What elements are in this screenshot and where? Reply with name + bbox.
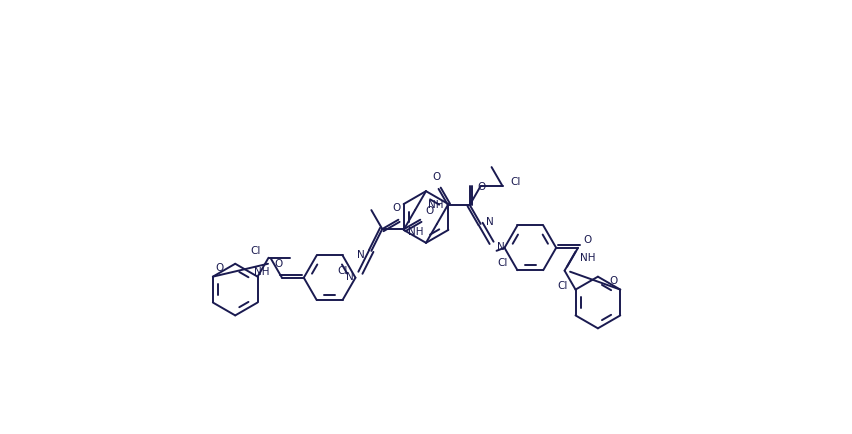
- Text: N: N: [497, 241, 504, 251]
- Text: O: O: [425, 205, 434, 215]
- Text: Cl: Cl: [497, 258, 508, 268]
- Text: Cl: Cl: [337, 266, 348, 276]
- Text: NH: NH: [408, 227, 423, 237]
- Text: Cl: Cl: [510, 177, 521, 187]
- Text: Cl: Cl: [250, 245, 261, 255]
- Text: O: O: [433, 171, 440, 181]
- Text: O: O: [478, 182, 486, 192]
- Text: N: N: [346, 271, 354, 281]
- Text: O: O: [392, 202, 400, 212]
- Text: O: O: [275, 258, 283, 268]
- Text: O: O: [583, 234, 591, 244]
- Text: Cl: Cl: [557, 280, 567, 290]
- Text: N: N: [357, 249, 365, 259]
- Text: NH: NH: [579, 253, 595, 263]
- Text: NH: NH: [254, 266, 269, 276]
- Text: O: O: [215, 262, 223, 272]
- Text: N: N: [486, 217, 493, 227]
- Text: NH: NH: [429, 199, 444, 209]
- Text: O: O: [610, 275, 618, 285]
